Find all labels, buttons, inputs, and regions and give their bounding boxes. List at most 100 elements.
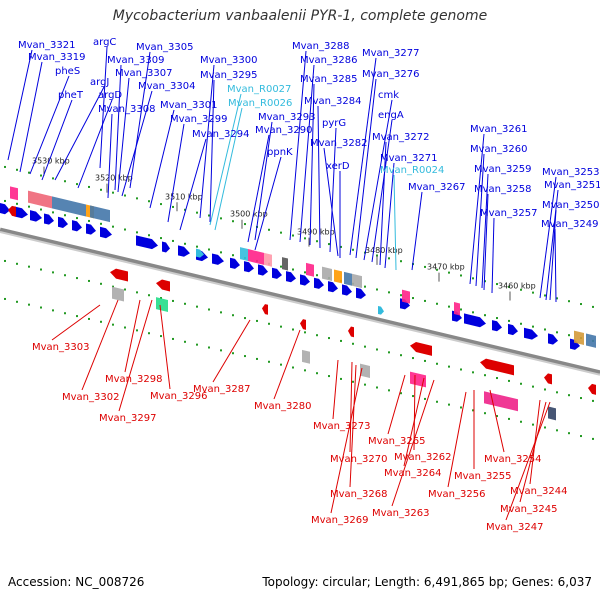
feature-block bbox=[28, 190, 52, 209]
forward-label-leader bbox=[349, 57, 377, 256]
scale-dot bbox=[520, 288, 522, 291]
scale-dot bbox=[424, 299, 426, 302]
reverse-gene-label: Mvan_3256 bbox=[428, 489, 485, 500]
reverse-label-leader bbox=[159, 304, 171, 390]
forward-gene-arrow bbox=[342, 284, 352, 296]
reverse-label-leader bbox=[81, 299, 119, 391]
scale-dot bbox=[520, 382, 522, 385]
forward-gene-label: Mvan_3267 bbox=[408, 182, 465, 193]
scale-dot bbox=[184, 302, 186, 305]
scale-dot bbox=[388, 389, 390, 392]
scale-dot bbox=[448, 365, 450, 368]
scale-dot bbox=[76, 183, 78, 186]
feature-block bbox=[334, 269, 342, 284]
feature-block bbox=[282, 257, 288, 271]
feature-block bbox=[484, 391, 518, 412]
scale-dot bbox=[112, 191, 114, 194]
scale-dot bbox=[4, 165, 6, 168]
forward-gene-label: pyrG bbox=[322, 118, 346, 129]
scale-dot bbox=[160, 297, 162, 300]
scale-tick-label: 3480 kbp bbox=[365, 246, 403, 255]
forward-label-leader bbox=[149, 109, 175, 209]
forward-gene-arrow bbox=[258, 264, 268, 276]
scale-dot bbox=[208, 214, 210, 217]
scale-dot bbox=[496, 377, 498, 380]
scale-dot bbox=[160, 335, 162, 338]
reverse-label-leader bbox=[387, 374, 406, 435]
scale-dot bbox=[196, 343, 198, 346]
forward-gene-label: argC bbox=[93, 37, 116, 48]
forward-label-leader bbox=[107, 113, 113, 199]
forward-gene-arrow bbox=[314, 277, 324, 289]
reverse-label-leader bbox=[212, 319, 251, 383]
scale-dot bbox=[76, 277, 78, 280]
scale-dot bbox=[532, 291, 534, 294]
forward-gene-label: argJ bbox=[90, 77, 109, 88]
reverse-label-leader bbox=[51, 304, 101, 341]
reverse-label-leader bbox=[489, 389, 505, 453]
forward-label-leader bbox=[554, 228, 557, 303]
scale-dot bbox=[112, 285, 114, 288]
scale-dot bbox=[496, 317, 498, 320]
forward-gene-label: ppnK bbox=[267, 147, 293, 158]
forward-gene-label: pheS bbox=[55, 66, 80, 77]
reverse-gene-arrow bbox=[262, 304, 268, 315]
scale-dot bbox=[304, 369, 306, 372]
forward-gene-label: Mvan_3253 bbox=[542, 167, 599, 178]
scale-dot bbox=[400, 294, 402, 297]
forward-gene-arrow bbox=[244, 261, 254, 273]
scale-dot bbox=[388, 291, 390, 294]
reverse-gene-arrow bbox=[410, 342, 432, 356]
scale-dot bbox=[316, 334, 318, 337]
scale-dot bbox=[592, 437, 594, 440]
scale-dot bbox=[388, 257, 390, 260]
forward-label-leader bbox=[114, 64, 122, 191]
forward-gene-label: Mvan_3300 bbox=[200, 55, 257, 66]
forward-gene-label: Mvan_3295 bbox=[200, 70, 257, 81]
scale-dot bbox=[232, 254, 234, 257]
scale-dot bbox=[148, 234, 150, 237]
scale-tick-label: 3510 kbp bbox=[165, 192, 203, 201]
forward-label-leader bbox=[545, 189, 559, 301]
forward-label-leader bbox=[411, 191, 423, 271]
forward-label-leader bbox=[299, 64, 315, 243]
forward-gene-label: Mvan_3301 bbox=[160, 100, 217, 111]
scale-dot bbox=[580, 397, 582, 400]
forward-gene-label: Mvan_3307 bbox=[115, 68, 172, 79]
scale-dot bbox=[364, 345, 366, 348]
reverse-label-leader bbox=[124, 299, 141, 373]
forward-gene-label: Mvan_3299 bbox=[170, 114, 227, 125]
scale-dot bbox=[196, 211, 198, 214]
reverse-label-leader bbox=[413, 374, 416, 451]
feature-block bbox=[52, 196, 86, 217]
scale-dot bbox=[40, 306, 42, 309]
scale-dot bbox=[148, 200, 150, 203]
feature-block bbox=[302, 349, 310, 364]
forward-label-leader bbox=[54, 86, 105, 181]
scale-dot bbox=[244, 355, 246, 358]
feature-block bbox=[264, 252, 272, 267]
scale-dot bbox=[16, 168, 18, 171]
reverse-label-leader bbox=[505, 401, 551, 521]
forward-gene-label: Mvan_3259 bbox=[474, 164, 531, 175]
feature-block bbox=[344, 271, 352, 286]
scale-dot bbox=[220, 251, 222, 254]
scale-dot bbox=[184, 242, 186, 245]
genome-title: Mycobacterium vanbaalenii PYR-1, complet… bbox=[112, 8, 488, 24]
feature-block bbox=[90, 205, 110, 223]
reverse-gene-label: Mvan_3303 bbox=[32, 342, 89, 353]
forward-label-leader bbox=[475, 153, 485, 287]
scale-dot bbox=[16, 202, 18, 205]
reverse-gene-label: Mvan_3273 bbox=[313, 421, 370, 432]
scale-dot bbox=[292, 366, 294, 369]
scale-dot bbox=[232, 220, 234, 223]
forward-label-leader bbox=[7, 49, 33, 161]
reverse-gene-label: Mvan_3287 bbox=[193, 384, 250, 395]
genome-backbone-shadow bbox=[0, 231, 600, 376]
scale-dot bbox=[544, 328, 546, 331]
forward-label-leader bbox=[323, 147, 339, 257]
scale-dot bbox=[388, 351, 390, 354]
feature-block bbox=[240, 247, 248, 262]
scale-dot bbox=[124, 288, 126, 291]
